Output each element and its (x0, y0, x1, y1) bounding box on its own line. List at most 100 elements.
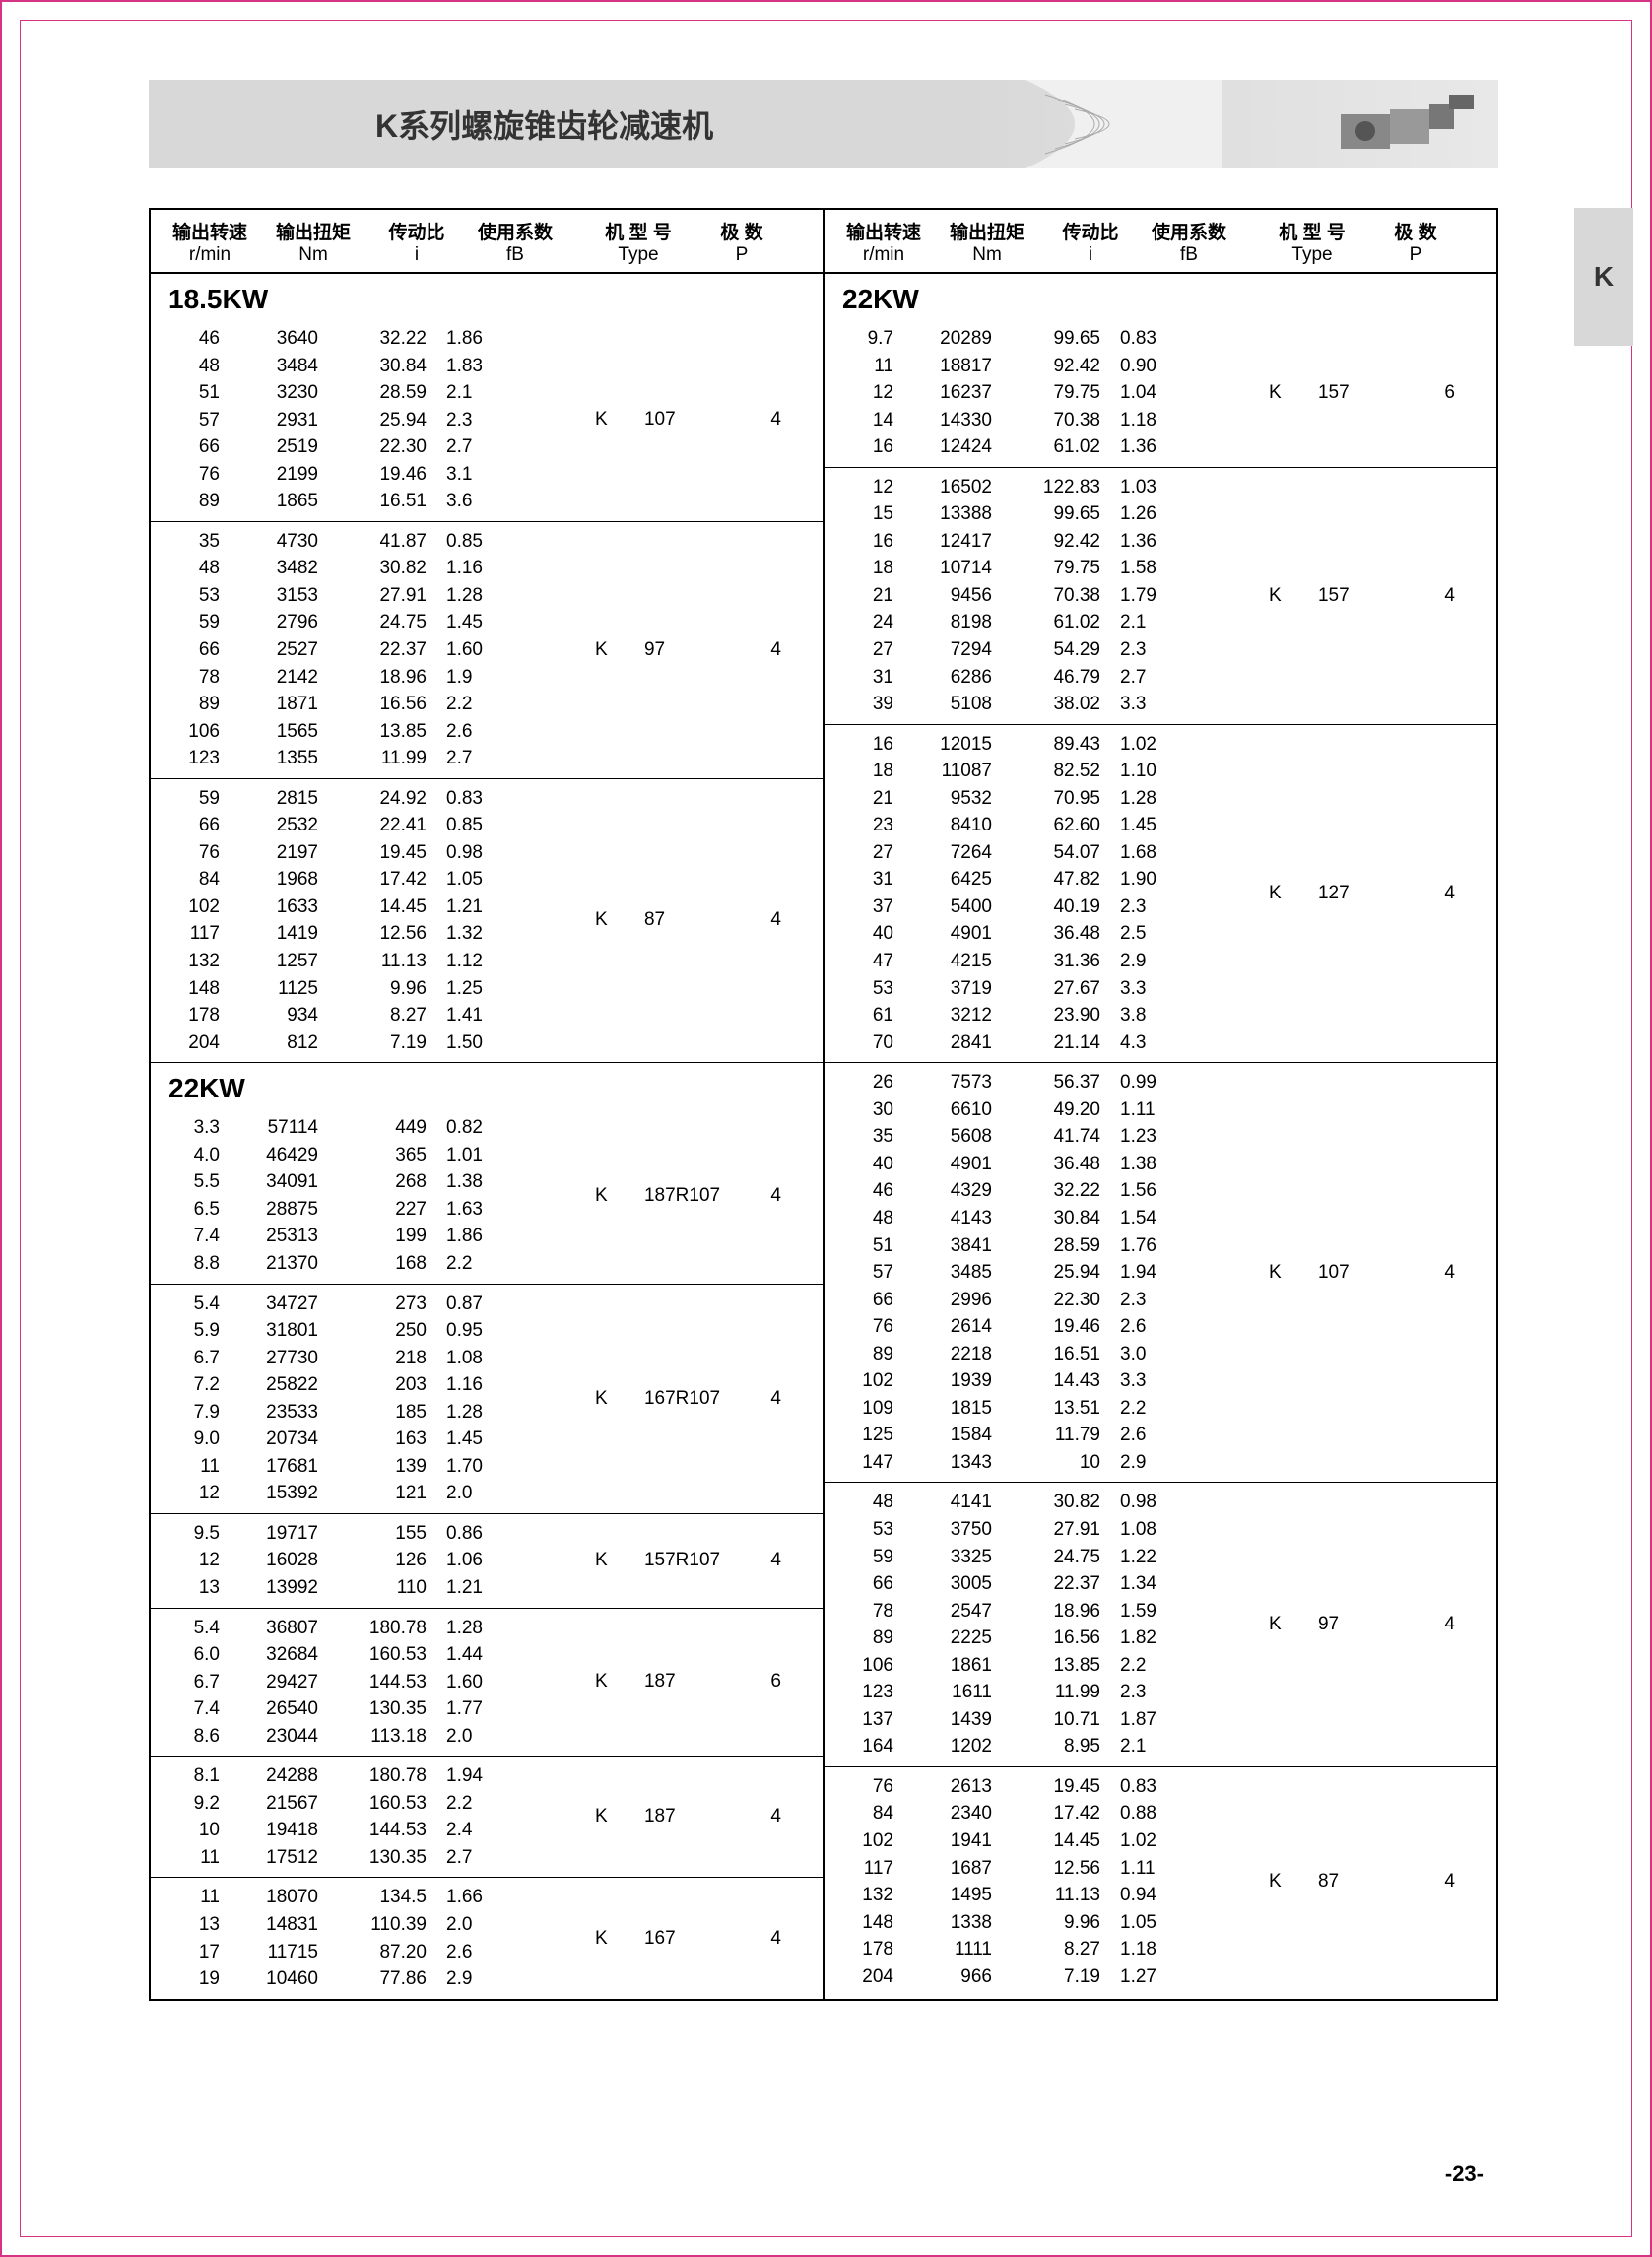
table-row: 7.4 25313 199 1.86 (161, 1223, 564, 1250)
table-row: 66 2527 22.37 1.60 (161, 636, 564, 664)
type-cell: K 87 4 (564, 785, 813, 1056)
table-row: 164 1202 8.95 2.1 (834, 1733, 1238, 1760)
table-row: 102 1939 14.43 3.3 (834, 1367, 1238, 1395)
table-row: 35 5608 41.74 1.23 (834, 1123, 1238, 1151)
table-row: 31 6286 46.79 2.7 (834, 664, 1238, 692)
table-row: 66 2519 22.30 2.7 (161, 433, 564, 461)
table-row: 78 2547 18.96 1.59 (834, 1598, 1238, 1626)
data-block: 59 2815 24.92 0.83 66 2532 22.41 0.85 76… (151, 779, 823, 1063)
data-block: 26 7573 56.37 0.99 30 6610 49.20 1.11 35… (825, 1063, 1496, 1483)
table-row: 117 1419 12.56 1.32 (161, 920, 564, 948)
table-row: 37 5400 40.19 2.3 (834, 894, 1238, 921)
table-row: 66 2532 22.41 0.85 (161, 812, 564, 839)
page-number: -23- (1445, 2161, 1484, 2187)
table-row: 89 1865 16.51 3.6 (161, 488, 564, 515)
th-speed: 输出转速 (834, 218, 933, 244)
table-row: 51 3230 28.59 2.1 (161, 379, 564, 407)
table-row: 13 14831 110.39 2.0 (161, 1911, 564, 1939)
data-block: 76 2613 19.45 0.83 84 2340 17.42 0.88 10… (825, 1767, 1496, 1996)
type-cell: K 187R107 4 (564, 1114, 813, 1277)
data-block: 8.1 24288 180.78 1.94 9.2 21567 160.53 2… (151, 1757, 823, 1878)
column-header: 输出转速 输出扭矩 传动比 使用系数 机 型 号 极 数 r/min Nm i … (151, 210, 823, 274)
table-row: 59 2796 24.75 1.45 (161, 609, 564, 636)
data-block: 9.5 19717 155 0.86 12 16028 126 1.06 13 … (151, 1514, 823, 1609)
table-row: 78 2142 18.96 1.9 (161, 664, 564, 692)
table-row: 148 1338 9.96 1.05 (834, 1909, 1238, 1937)
table-row: 89 1871 16.56 2.2 (161, 691, 564, 718)
table-row: 178 1111 8.27 1.18 (834, 1936, 1238, 1963)
table-row: 14 14330 70.38 1.18 (834, 407, 1238, 434)
table-row: 12 16502 122.83 1.03 (834, 474, 1238, 501)
data-block: 35 4730 41.87 0.85 48 3482 30.82 1.16 53… (151, 522, 823, 779)
table-row: 31 6425 47.82 1.90 (834, 866, 1238, 894)
table-row: 5.5 34091 268 1.38 (161, 1168, 564, 1196)
table-row: 123 1611 11.99 2.3 (834, 1679, 1238, 1706)
table-row: 24 8198 61.02 2.1 (834, 609, 1238, 636)
type-cell: K 167 4 (564, 1884, 813, 1992)
th-torque: 输出扭矩 (933, 218, 1041, 244)
table-row: 148 1125 9.96 1.25 (161, 975, 564, 1003)
table-row: 5.4 36807 180.78 1.28 (161, 1615, 564, 1642)
header-title: K系列螺旋锥齿轮减速机 (375, 101, 713, 147)
type-cell: K 167R107 4 (564, 1291, 813, 1507)
th-speed: 输出转速 (161, 218, 259, 244)
table-row: 76 2197 19.45 0.98 (161, 839, 564, 867)
table-row: 48 4141 30.82 0.98 (834, 1489, 1238, 1516)
data-block: 11 18070 134.5 1.66 13 14831 110.39 2.0 … (151, 1878, 823, 1998)
table-row: 21 9532 70.95 1.28 (834, 785, 1238, 813)
table-row: 46 3640 32.22 1.86 (161, 325, 564, 353)
type-cell: K 157 4 (1238, 474, 1487, 718)
table-row: 16 12015 89.43 1.02 (834, 731, 1238, 759)
table-row: 18 10714 79.75 1.58 (834, 555, 1238, 582)
table-row: 84 1968 17.42 1.05 (161, 866, 564, 894)
table-row: 204 966 7.19 1.27 (834, 1963, 1238, 1991)
column-header: 输出转速 输出扭矩 传动比 使用系数 机 型 号 极 数 r/min Nm i … (825, 210, 1496, 274)
header-banner: K系列螺旋锥齿轮减速机 (149, 80, 1498, 168)
table-row: 9.5 19717 155 0.86 (161, 1520, 564, 1548)
type-cell: K 127 4 (1238, 731, 1487, 1057)
table-row: 47 4215 31.36 2.9 (834, 948, 1238, 975)
data-block: 46 3640 32.22 1.86 48 3484 30.84 1.83 51… (151, 319, 823, 522)
side-tab: K (1574, 208, 1633, 346)
table-row: 5.4 34727 273 0.87 (161, 1291, 564, 1318)
page-inner: K系列螺旋锥齿轮减速机 K 输出转速 输出扭矩 (20, 20, 1632, 2237)
table-row: 57 2931 25.94 2.3 (161, 407, 564, 434)
data-table: 输出转速 输出扭矩 传动比 使用系数 机 型 号 极 数 r/min Nm i … (149, 208, 1498, 2001)
table-row: 48 4143 30.84 1.54 (834, 1205, 1238, 1232)
table-row: 13 13992 110 1.21 (161, 1574, 564, 1602)
table-row: 53 3719 27.67 3.3 (834, 975, 1238, 1003)
data-block: 16 12015 89.43 1.02 18 11087 82.52 1.10 … (825, 725, 1496, 1064)
data-block: 9.7 20289 99.65 0.83 11 18817 92.42 0.90… (825, 319, 1496, 468)
data-block: 48 4141 30.82 0.98 53 3750 27.91 1.08 59… (825, 1483, 1496, 1766)
table-row: 70 2841 21.14 4.3 (834, 1029, 1238, 1057)
table-row: 137 1439 10.71 1.87 (834, 1706, 1238, 1734)
table-row: 59 2815 24.92 0.83 (161, 785, 564, 813)
table-row: 102 1633 14.45 1.21 (161, 894, 564, 921)
section-title: 22KW (825, 274, 1496, 319)
type-cell: K 107 4 (1238, 1069, 1487, 1476)
table-row: 27 7294 54.29 2.3 (834, 636, 1238, 664)
th-type: 机 型 号 (564, 218, 712, 244)
table-row: 6.5 28875 227 1.63 (161, 1196, 564, 1224)
type-cell: K 157 6 (1238, 325, 1487, 461)
table-row: 18 11087 82.52 1.10 (834, 758, 1238, 785)
table-row: 123 1355 11.99 2.7 (161, 745, 564, 772)
table-row: 125 1584 11.79 2.6 (834, 1422, 1238, 1449)
table-row: 204 812 7.19 1.50 (161, 1029, 564, 1057)
th-factor: 使用系数 (466, 218, 564, 244)
type-cell: K 97 4 (564, 528, 813, 772)
right-column: 输出转速 输出扭矩 传动比 使用系数 机 型 号 极 数 r/min Nm i … (823, 210, 1496, 1999)
table-row: 9.2 21567 160.53 2.2 (161, 1790, 564, 1818)
table-row: 10 19418 144.53 2.4 (161, 1817, 564, 1844)
type-cell: K 87 4 (1238, 1773, 1487, 1990)
table-row: 51 3841 28.59 1.76 (834, 1232, 1238, 1260)
gearbox-icon (1321, 90, 1479, 159)
table-row: 40 4901 36.48 2.5 (834, 920, 1238, 948)
table-row: 39 5108 38.02 3.3 (834, 691, 1238, 718)
table-row: 178 934 8.27 1.41 (161, 1002, 564, 1029)
table-row: 76 2199 19.46 3.1 (161, 461, 564, 489)
table-row: 35 4730 41.87 0.85 (161, 528, 564, 556)
table-row: 26 7573 56.37 0.99 (834, 1069, 1238, 1096)
table-row: 53 3153 27.91 1.28 (161, 582, 564, 610)
table-row: 6.7 27730 218 1.08 (161, 1345, 564, 1372)
